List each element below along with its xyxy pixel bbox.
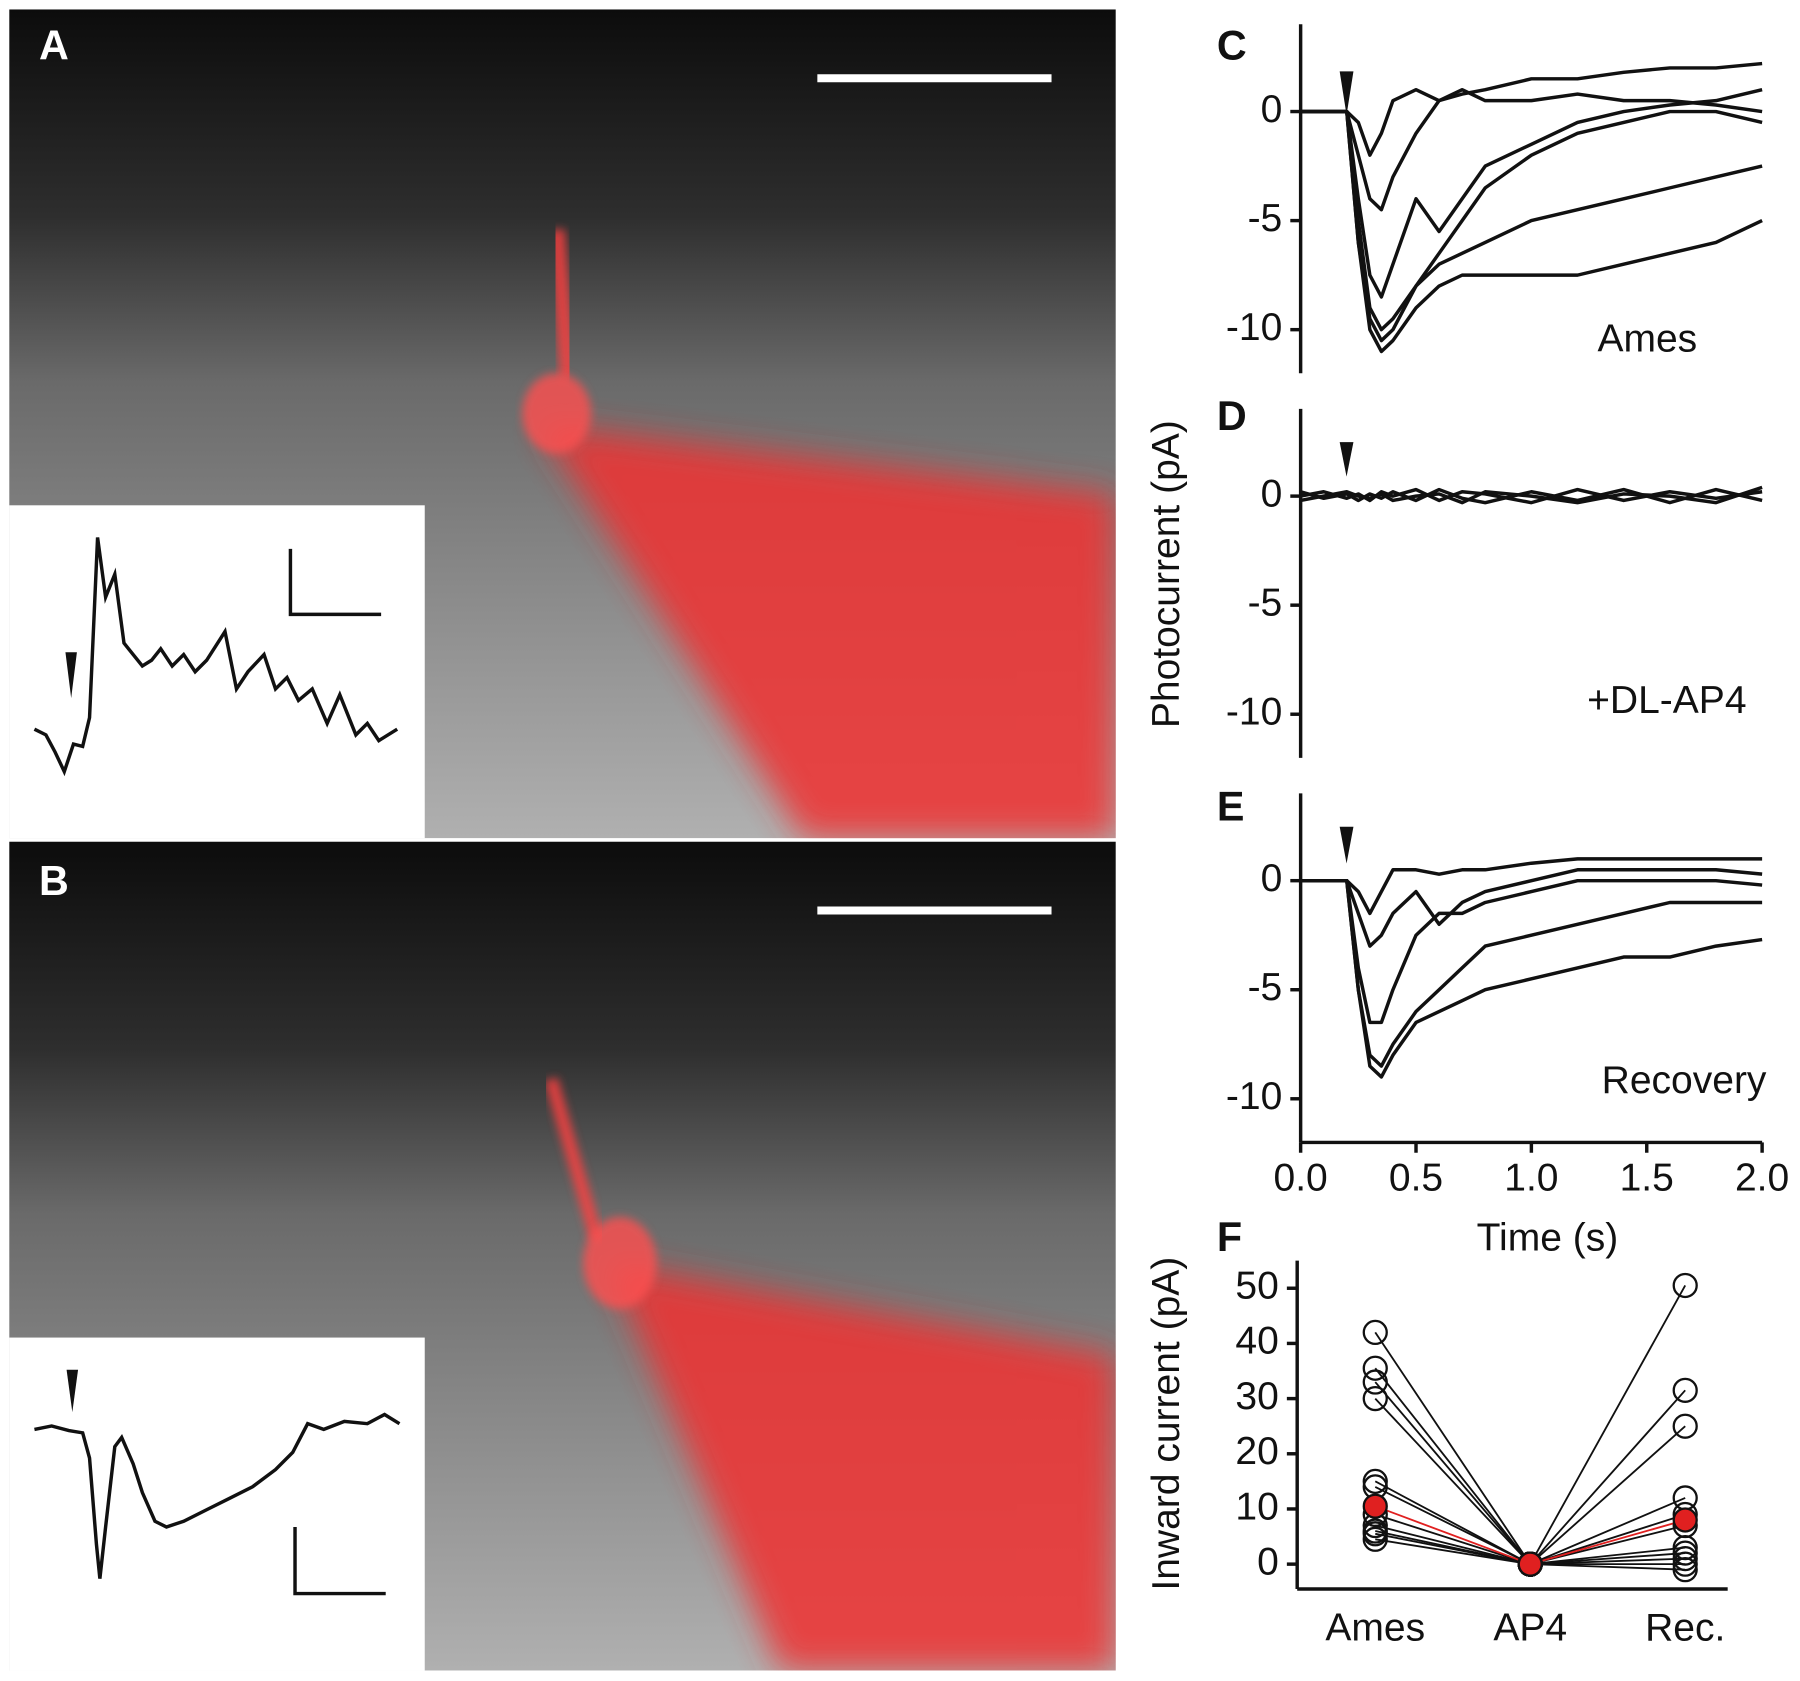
point: [1362, 1493, 1388, 1519]
y-axis-label: Photocurrent (pA): [1145, 420, 1188, 728]
trace: [1300, 61, 1763, 157]
point: [1362, 1319, 1388, 1346]
condition-label: Ames: [1597, 317, 1697, 360]
panel-label: E: [1217, 783, 1245, 829]
panel-label: F: [1217, 1214, 1242, 1260]
x-tick-label: 0.0: [1274, 1157, 1328, 1200]
x-tick-label: 0.5: [1389, 1157, 1443, 1200]
trace: [1374, 1397, 1686, 1566]
scale-bar: [293, 1526, 386, 1596]
arrowhead: [66, 1369, 79, 1413]
x-tick-label: AP4: [1493, 1607, 1567, 1650]
point: [1362, 1355, 1388, 1381]
panel-label: D: [1217, 393, 1247, 439]
trace: [1374, 1367, 1686, 1566]
panel-label: C: [1217, 22, 1247, 68]
point: [1672, 1551, 1698, 1577]
x-tick-label: Rec.: [1645, 1607, 1725, 1650]
point: [1672, 1557, 1698, 1583]
arrowhead: [1339, 71, 1354, 115]
trace: [1300, 878, 1763, 1079]
panel-label: A: [39, 22, 69, 68]
trace: [1300, 485, 1763, 505]
trace: [1374, 1285, 1687, 1566]
y-tick-label: 40: [1235, 1320, 1278, 1363]
point: [1362, 1385, 1388, 1412]
y-tick-label: -10: [1226, 306, 1282, 349]
y-tick-label: 30: [1235, 1375, 1278, 1418]
arrowhead: [65, 652, 77, 699]
trace: [1300, 88, 1763, 212]
point: [1517, 1551, 1543, 1577]
point: [1672, 1507, 1698, 1533]
x-tick-label: 1.0: [1504, 1157, 1558, 1200]
y-tick-label: 0: [1261, 472, 1283, 515]
y-tick-label: 0: [1261, 88, 1283, 131]
x-axis-label: Time (s): [1477, 1216, 1619, 1259]
y-tick-label: 20: [1235, 1430, 1278, 1473]
trace: [1300, 857, 1763, 916]
x-tick-label: 2.0: [1735, 1157, 1789, 1200]
inset-trace: [34, 1412, 401, 1579]
panel-label: B: [39, 858, 69, 904]
y-tick-label: -5: [1248, 581, 1283, 624]
point: [1672, 1545, 1698, 1572]
y-tick-label: 0: [1261, 857, 1283, 900]
y-tick-label: -10: [1226, 691, 1282, 734]
inset-trace: [33, 537, 399, 777]
point: [1672, 1413, 1698, 1439]
y-tick-label: -5: [1248, 197, 1283, 240]
x-tick-label: Ames: [1325, 1607, 1425, 1650]
scale-bar: [288, 548, 382, 617]
y-tick-label: 50: [1235, 1265, 1278, 1308]
x-tick-label: 1.5: [1620, 1157, 1674, 1200]
point: [1672, 1540, 1698, 1566]
trace: [1300, 109, 1763, 332]
arrowhead: [1339, 442, 1354, 477]
condition-label: Recovery: [1602, 1059, 1767, 1102]
arrowhead: [1339, 826, 1354, 864]
inset-a: [9, 505, 425, 839]
point: [1672, 1272, 1698, 1299]
y-tick-label: 10: [1235, 1485, 1278, 1528]
condition-label: +DL-AP4: [1587, 679, 1746, 722]
y-tick-label: 0: [1257, 1540, 1279, 1583]
point: [1362, 1518, 1388, 1544]
point: [1362, 1369, 1388, 1395]
trace: [1300, 868, 1763, 948]
point: [1672, 1377, 1698, 1403]
trace: [1300, 878, 1763, 1068]
y-axis-label: Inward current (pA): [1145, 1257, 1188, 1591]
point: [1362, 1468, 1388, 1494]
y-tick-label: -5: [1248, 966, 1283, 1009]
point: [1362, 1526, 1388, 1552]
y-tick-label: -10: [1226, 1075, 1282, 1118]
